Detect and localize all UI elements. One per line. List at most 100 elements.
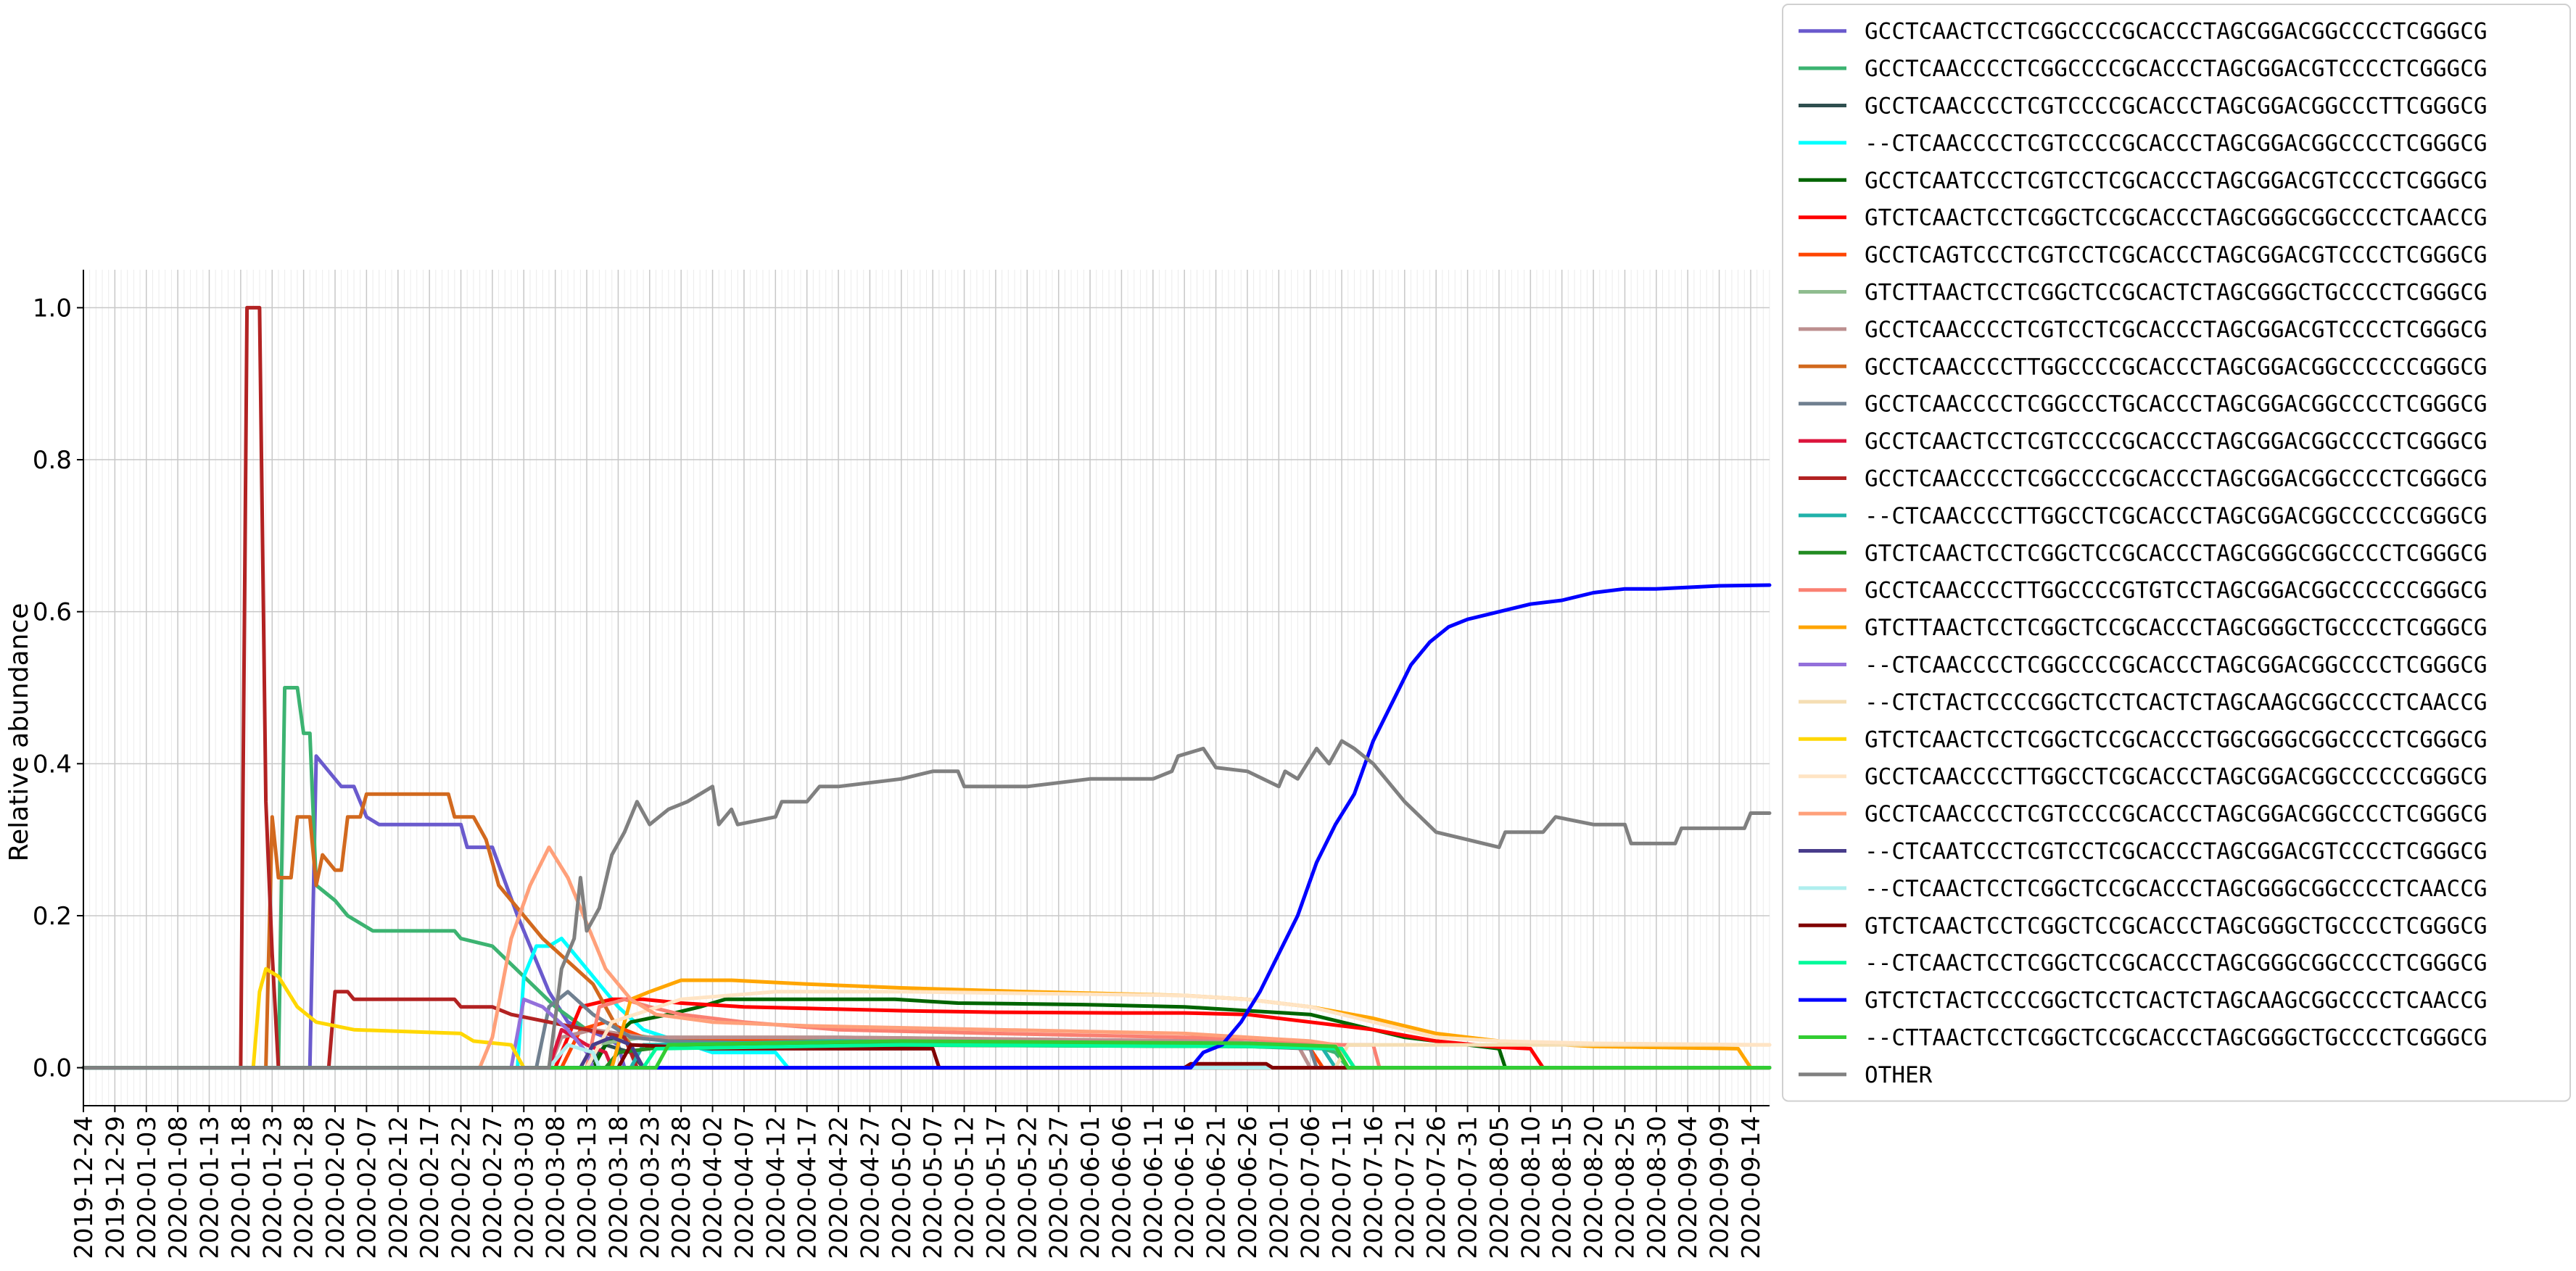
x-tick-label: 2020-04-07 [730,1116,759,1259]
x-tick-label: 2020-06-21 [1202,1116,1231,1259]
x-tick-label: 2020-07-31 [1454,1116,1483,1259]
x-tick-label: 2020-05-22 [1013,1116,1042,1259]
legend-entry-label: --CTCAACCCCTCGGCCCCGCACCCTAGCGGACGGCCCCT… [1865,653,2488,679]
x-tick-label: 2020-02-07 [352,1116,381,1259]
legend-entry-label: GTCTCAACTCCTCGGCTCCGCACCCTGGCGGGCGGCCCCT… [1865,726,2488,753]
x-tick-label: 2020-01-18 [227,1116,256,1259]
x-tick-label: 2020-07-11 [1328,1116,1357,1259]
y-tick-label: 0.2 [33,902,72,931]
x-tick-label: 2020-01-03 [133,1116,162,1259]
x-tick-label: 2020-04-12 [761,1116,790,1259]
legend-entry-label: GCCTCAACCCCTCGGCCCTGCACCCTAGCGGACGGCCCCT… [1865,392,2488,418]
legend-entry-label: GCCTCAACTCCTCGTCCCCGCACCCTAGCGGACGGCCCCT… [1865,429,2488,455]
x-tick-label: 2020-03-18 [604,1116,633,1259]
legend-entry-label: GCCTCAACCCCTCGTCCTCGCACCCTAGCGGACGTCCCCT… [1865,317,2488,343]
x-tick-label: 2020-01-23 [258,1116,287,1259]
legend-frame [1782,4,2571,1102]
x-tick-label: 2020-05-12 [951,1116,980,1259]
series-line-11 [81,990,1772,1070]
series-line-29 [81,739,1772,1070]
legend-entry-label: GTCTTAACTCCTCGGCTCCGCACCCTAGCGGGCTGCCCCT… [1865,615,2488,641]
legend-entry-label: GCCTCAGTCCCTCGTCCTCGCACCCTAGCGGACGTCCCCT… [1865,242,2488,268]
y-tick-label: 0.6 [33,598,72,627]
x-tick-label: 2020-01-08 [164,1116,193,1259]
legend-entry-label: GCCTCAACTCCTCGGCCCCGCACCCTAGCGGACGGCCCCT… [1865,19,2488,45]
series-line-20 [81,966,1772,1070]
x-tick-label: 2020-09-04 [1674,1116,1703,1259]
x-tick-label: 2020-03-03 [510,1116,539,1259]
x-tick-label: 2020-06-26 [1234,1116,1263,1259]
legend-entry-label: --CTCAATCCCTCGTCCTCGCACCCTAGCGGACGTCCCCT… [1865,839,2488,865]
x-tick-label: 2020-05-17 [982,1116,1011,1259]
series-line-21 [81,990,1772,1070]
series-line-22 [81,845,1772,1070]
y-tick-label: 0.8 [33,446,72,475]
y-axis-label: Relative abundance [4,603,34,862]
legend-entry-label: --CTCAACCCCTCGTCCCCGCACCCTAGCGGACGGCCCCT… [1865,131,2488,157]
x-tick-label: 2020-02-02 [321,1116,350,1259]
series-line-7 [81,1020,1772,1070]
legend-entry-label: OTHER [1865,1062,1933,1088]
legend-entry-label: GCCTCAACCCCTTGGCCCCGTGTCCTAGCGGACGGCCCCC… [1865,578,2488,604]
x-tick-label: 2020-04-02 [699,1116,728,1259]
x-tick-label: 2020-06-06 [1107,1116,1136,1259]
x-tick-label: 2020-03-23 [636,1116,665,1259]
x-tick-label: 2020-09-14 [1737,1116,1766,1259]
grid-layer [83,270,1770,1106]
x-tick-label: 2020-07-06 [1297,1116,1326,1259]
x-tick-label: 2020-04-17 [793,1116,822,1259]
x-tick-label: 2020-08-15 [1548,1116,1577,1259]
legend-entry-label: GTCTCTACTCCCCGGCTCCTCACTCTAGCAAGCGGCCCCT… [1865,988,2488,1014]
legend-entry-label: GTCTCAACTCCTCGGCTCCGCACCCTAGCGGGCGGCCCCT… [1865,540,2488,566]
legend-entry-label: GCCTCAACCCCTCGTCCCCGCACCCTAGCGGACGGCCCTT… [1865,94,2488,120]
x-tick-label: 2020-06-16 [1171,1116,1200,1259]
legend-entry-label: GCCTCAACCCCTCGGCCCCGCACCCTAGCGGACGGCCCCT… [1865,466,2488,492]
x-tick-label: 2020-05-07 [919,1116,948,1259]
x-tick-label: 2020-01-28 [290,1116,319,1259]
x-tick-label: 2020-02-17 [416,1116,445,1259]
x-tick-label: 2020-05-27 [1045,1116,1074,1259]
legend-entry-label: --CTTAACTCCTCGGCTCCGCACCCTAGCGGGCTGCCCCT… [1865,1025,2488,1051]
legend-entry-label: --CTCAACCCCTTGGCCTCGCACCCTAGCGGACGGCCCCC… [1865,503,2488,529]
x-tick-label: 2020-08-25 [1611,1116,1640,1259]
legend-entry-label: GCCTCAACCCCTTGGCCCCGCACCCTAGCGGACGGCCCCC… [1865,354,2488,380]
x-tick-label: 2020-03-13 [573,1116,602,1259]
x-tick-label: 2020-05-02 [888,1116,917,1259]
legend-entry-label: GTCTTAACTCCTCGGCTCCGCACTCTAGCGGGCTGCCCCT… [1865,280,2488,306]
x-tick-label: 2020-02-27 [479,1116,508,1259]
x-tick-label: 2019-12-24 [70,1116,99,1259]
x-tick-label: 2020-08-20 [1580,1116,1609,1259]
x-tick-label: 2020-06-01 [1076,1116,1105,1259]
x-tick-label: 2020-07-26 [1422,1116,1451,1259]
x-tick-label: 2020-03-28 [667,1116,696,1259]
series-line-13 [81,305,1772,1070]
legend-entry-label: --CTCAACTCCTCGGCTCCGCACCCTAGCGGGCGGCCCCT… [1865,951,2488,977]
x-tick-label: 2020-03-08 [542,1116,571,1259]
x-tick-label: 2020-08-05 [1485,1116,1514,1259]
legend-entry-label: GCCTCAACCCCTCGTCCCCGCACCCTAGCGGACGGCCCCT… [1865,801,2488,827]
x-tick-label: 2020-04-27 [856,1116,885,1259]
legend-entry-label: GCCTCAATCCCTCGTCCTCGCACCCTAGCGGACGTCCCCT… [1865,167,2488,194]
series-line-28 [81,1039,1772,1070]
legend-entry-label: GCCTCAACCCCTTGGCCTCGCACCCTAGCGGACGGCCCCC… [1865,764,2488,790]
series-line-10 [81,792,1772,1070]
x-tick-label: 2020-07-21 [1391,1116,1420,1259]
legend-entry-label: GTCTCAACTCCTCGGCTCCGCACCCTAGCGGGCTGCCCCT… [1865,913,2488,939]
x-tick-label: 2020-08-30 [1643,1116,1672,1259]
x-tick-label: 2020-06-11 [1139,1116,1168,1259]
x-tick-label: 2020-04-22 [825,1116,854,1259]
legend-entry-label: --CTCAACTCCTCGGCTCCGCACCCTAGCGGGCGGCCCCT… [1865,876,2488,902]
legend-entry-label: --CTCTACTCCCCGGCTCCTCACTCTAGCAAGCGGCCCCT… [1865,690,2488,716]
x-tick-label: 2020-01-13 [196,1116,225,1259]
series-line-27 [81,583,1772,1070]
series-line-4 [81,936,1772,1070]
x-tick-label: 2020-02-22 [447,1116,476,1259]
legend: GCCTCAACTCCTCGGCCCCGCACCCTAGCGGACGGCCCCT… [1782,4,2571,1102]
series-layer [81,305,1772,1070]
legend-entry-label: GTCTCAACTCCTCGGCTCCGCACCCTAGCGGGCGGCCCCT… [1865,205,2488,231]
x-tick-label: 2020-07-01 [1265,1116,1294,1259]
y-tick-label: 1.0 [33,294,72,323]
series-line-26 [81,1043,1772,1070]
